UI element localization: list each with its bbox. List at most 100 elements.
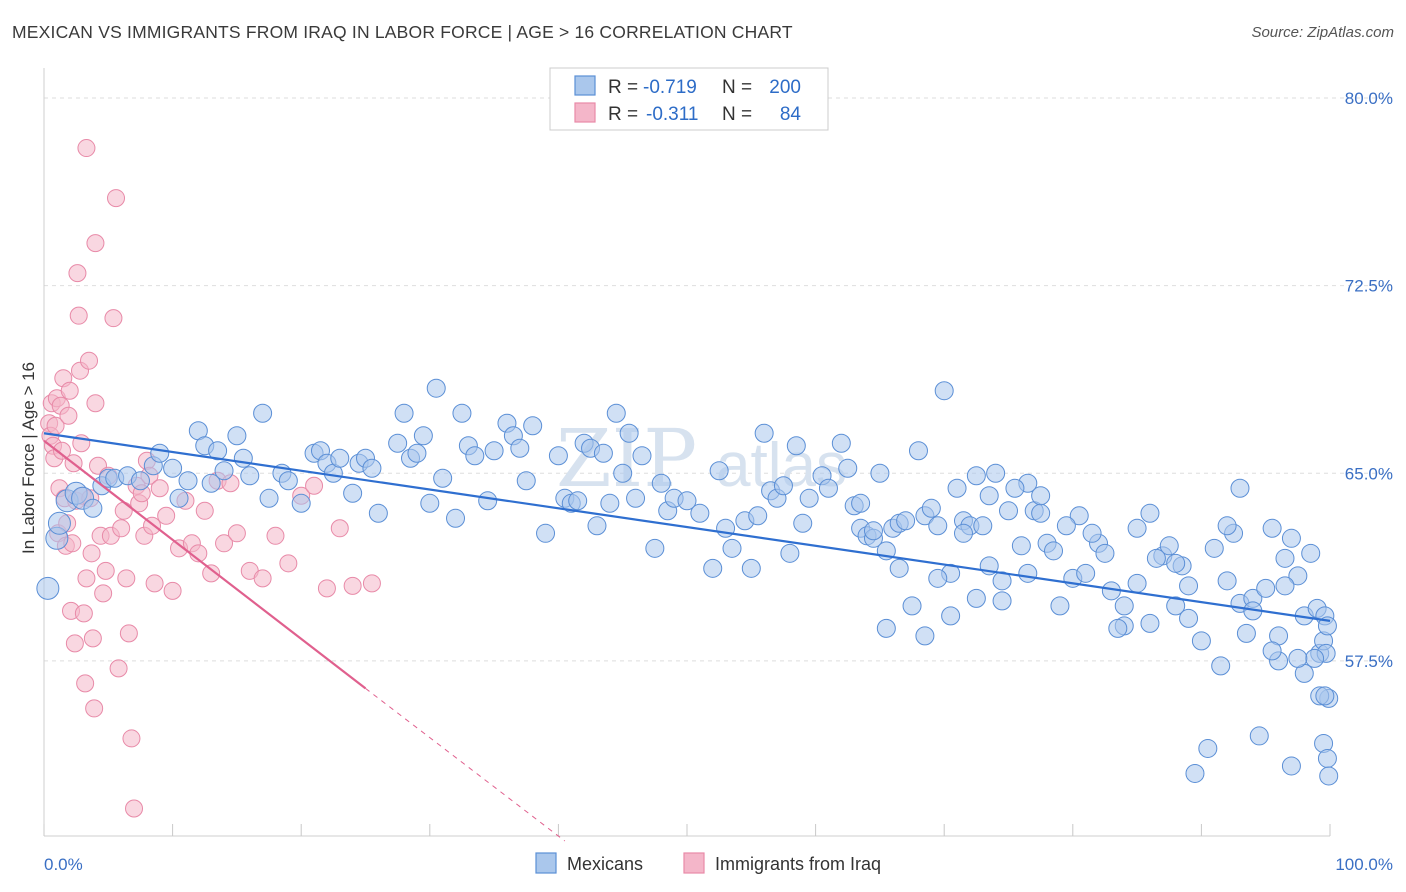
mexicans-point-123 bbox=[1018, 563, 1038, 583]
mexicans-point-166 bbox=[1305, 648, 1325, 668]
legend-box bbox=[549, 67, 829, 131]
iraq-point-29 bbox=[77, 569, 96, 588]
mexicans-point-195 bbox=[1005, 478, 1025, 498]
mexicans-point-185 bbox=[1127, 518, 1147, 538]
iraq-point-83 bbox=[86, 234, 105, 253]
axes bbox=[43, 68, 1331, 837]
mexicans-point-163 bbox=[1319, 766, 1339, 786]
mexicans-point-49 bbox=[452, 403, 472, 423]
mexicans-point-172 bbox=[1262, 641, 1282, 661]
mexicans-point-35 bbox=[343, 483, 363, 503]
chart-title: MEXICAN VS IMMIGRANTS FROM IRAQ IN LABOR… bbox=[12, 22, 793, 42]
mexicans-point-38 bbox=[362, 458, 382, 478]
iraq-point-81 bbox=[362, 574, 381, 593]
mexicans-point-151 bbox=[1288, 566, 1308, 586]
iraq-point-30 bbox=[80, 351, 99, 370]
mexicans-point-2 bbox=[47, 511, 71, 535]
iraq-point-38 bbox=[94, 584, 113, 603]
mexicans-point-188 bbox=[1095, 543, 1115, 563]
correlation-legend: R = -0.719 N = 200 R = -0.311 N = 84 bbox=[549, 67, 829, 131]
iraq-point-74 bbox=[266, 526, 285, 545]
mexicans-point-41 bbox=[394, 403, 414, 423]
iraq-trend-extension bbox=[365, 688, 566, 842]
mexicans-point-22 bbox=[227, 426, 247, 446]
mexicans-point-133 bbox=[1127, 573, 1147, 593]
mexicans-point-146 bbox=[1256, 578, 1276, 598]
mexicans-point-69 bbox=[606, 403, 626, 423]
mexicans-point-182 bbox=[1159, 536, 1179, 556]
iraq-point-33 bbox=[83, 629, 102, 648]
iraq-point-61 bbox=[163, 581, 182, 600]
mexicans-point-103 bbox=[876, 618, 896, 638]
mexicans-point-83 bbox=[722, 538, 742, 558]
mexicans-point-119 bbox=[986, 463, 1006, 483]
mexicans-point-153 bbox=[1301, 543, 1321, 563]
mexicans-point-48 bbox=[446, 508, 466, 528]
mexicans-point-51 bbox=[465, 446, 485, 466]
y-tick-label-3: 80.0% bbox=[1345, 89, 1393, 108]
legend-r-label-1: R = bbox=[608, 77, 638, 98]
iraq-point-45 bbox=[112, 519, 131, 538]
mexicans-trend-line bbox=[43, 432, 1331, 622]
mexicans-point-110 bbox=[928, 516, 948, 536]
mexicans-point-14 bbox=[163, 458, 183, 478]
iraq-point-42 bbox=[104, 309, 123, 328]
iraq-point-15 bbox=[59, 406, 78, 425]
mexicans-point-28 bbox=[278, 471, 298, 491]
mexicans-point-86 bbox=[748, 506, 768, 526]
trend-lines bbox=[43, 432, 1331, 842]
mexicans-point-45 bbox=[420, 493, 440, 513]
iraq-point-82 bbox=[77, 139, 96, 158]
mexicans-point-25 bbox=[253, 403, 273, 423]
iraq-point-43 bbox=[107, 189, 126, 208]
legend-n-value-1: 200 bbox=[769, 77, 801, 98]
mexicans-point-192 bbox=[1044, 541, 1064, 561]
iraq-point-78 bbox=[317, 579, 336, 598]
iraq-point-50 bbox=[125, 799, 144, 818]
iraq-point-32 bbox=[82, 544, 101, 563]
mexicans-point-91 bbox=[780, 543, 800, 563]
legend-r-label-2: R = bbox=[608, 104, 638, 125]
mexicans-point-63 bbox=[568, 491, 588, 511]
mexicans-point-73 bbox=[632, 446, 652, 466]
mexicans-point-203 bbox=[902, 596, 922, 616]
mexicans-point-165 bbox=[1315, 686, 1335, 706]
series-mexicans-points bbox=[36, 378, 1339, 786]
mexicans-point-147 bbox=[1262, 518, 1282, 538]
mexicans-point-175 bbox=[1230, 478, 1250, 498]
mexicans-point-190 bbox=[1069, 506, 1089, 526]
iraq-point-77 bbox=[305, 476, 324, 495]
mexicans-point-149 bbox=[1275, 548, 1295, 568]
mexicans-point-169 bbox=[1281, 756, 1301, 776]
mexicans-point-134 bbox=[1140, 613, 1160, 633]
mexicans-point-200 bbox=[941, 606, 961, 626]
mexicans-point-52 bbox=[478, 491, 498, 511]
y-tick-label-0: 57.5% bbox=[1345, 652, 1393, 671]
mexicans-point-186 bbox=[1114, 596, 1134, 616]
mexicans-point-178 bbox=[1198, 738, 1218, 758]
mexicans-point-138 bbox=[1179, 608, 1199, 628]
mexicans-point-170 bbox=[1275, 576, 1295, 596]
mexicans-point-80 bbox=[703, 558, 723, 578]
iraq-point-48 bbox=[119, 624, 138, 643]
mexicans-point-181 bbox=[1166, 553, 1186, 573]
mexicans-point-53 bbox=[484, 441, 504, 461]
iraq-point-39 bbox=[96, 561, 115, 580]
mexicans-point-201 bbox=[928, 568, 948, 588]
mexicans-point-56 bbox=[510, 438, 530, 458]
mexicans-point-13 bbox=[150, 443, 170, 463]
mexicans-point-44 bbox=[413, 426, 433, 446]
mexicans-point-198 bbox=[966, 588, 986, 608]
mexicans-point-29 bbox=[291, 493, 311, 513]
mexicans-point-180 bbox=[1179, 576, 1199, 596]
mexicans-point-139 bbox=[1191, 631, 1211, 651]
mexicans-point-79 bbox=[690, 503, 710, 523]
iraq-point-35 bbox=[86, 394, 105, 413]
mexicans-point-59 bbox=[536, 523, 556, 543]
mexicans-point-122 bbox=[1011, 536, 1031, 556]
legend-mexicans-swatch bbox=[535, 852, 557, 874]
mexicans-point-43 bbox=[407, 443, 427, 463]
mexicans-point-26 bbox=[259, 488, 279, 508]
iraq-point-80 bbox=[343, 576, 362, 595]
